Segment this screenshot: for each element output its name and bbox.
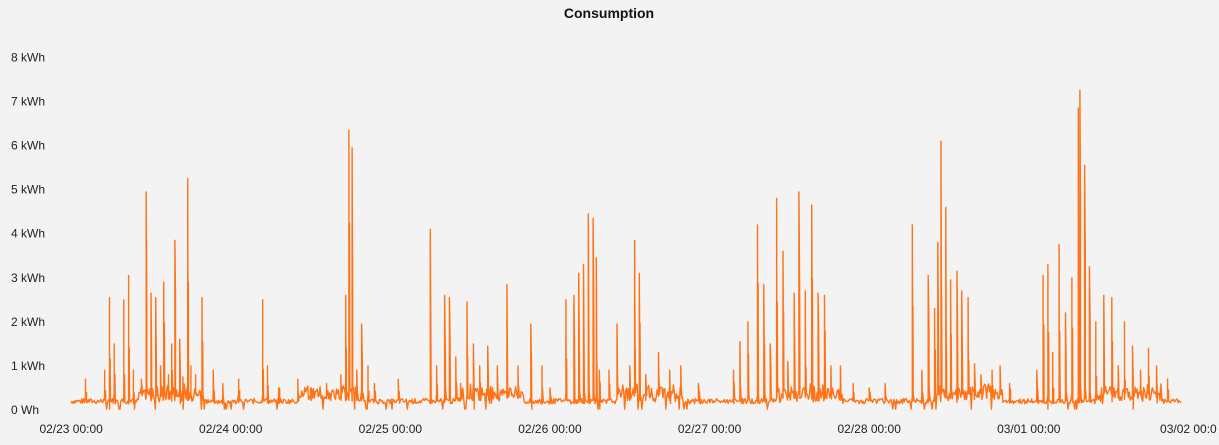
y-tick-label: 8 kWh — [11, 50, 45, 64]
x-tick-label: 02/28 00:00 — [837, 422, 901, 436]
y-tick-label: 3 kWh — [11, 271, 45, 285]
x-axis: 02/23 00:00 02/24 00:00 02/25 00:00 02/26 0… — [39, 422, 1217, 436]
x-tick-label: 02/23 00:00 — [39, 422, 103, 436]
plot-area — [70, 89, 1182, 410]
chart-title: Consumption — [564, 5, 654, 21]
y-tick-label: 2 kWh — [11, 315, 45, 329]
x-tick-label: 03/01 00:00 — [997, 422, 1061, 436]
y-tick-label: 7 kWh — [11, 95, 45, 109]
y-tick-label: 1 kWh — [11, 359, 45, 373]
x-tick-label: 02/24 00:00 — [199, 422, 263, 436]
x-tick-label: 02/26 00:00 — [518, 422, 582, 436]
x-tick-label: 02/25 00:00 — [359, 422, 423, 436]
x-tick-label: 02/27 00:00 — [678, 422, 742, 436]
y-tick-label: 0 Wh — [11, 403, 39, 417]
y-axis: 0 Wh 1 kWh 2 kWh 3 kWh 4 kWh 5 kWh 6 kWh 7 kWh 8… — [11, 50, 45, 417]
consumption-series-line — [70, 89, 1182, 410]
y-tick-label: 4 kWh — [11, 227, 45, 241]
y-tick-label: 6 kWh — [11, 139, 45, 153]
x-tick-label: 03/02 00:0 — [1160, 422, 1217, 436]
y-tick-label: 5 kWh — [11, 183, 45, 197]
